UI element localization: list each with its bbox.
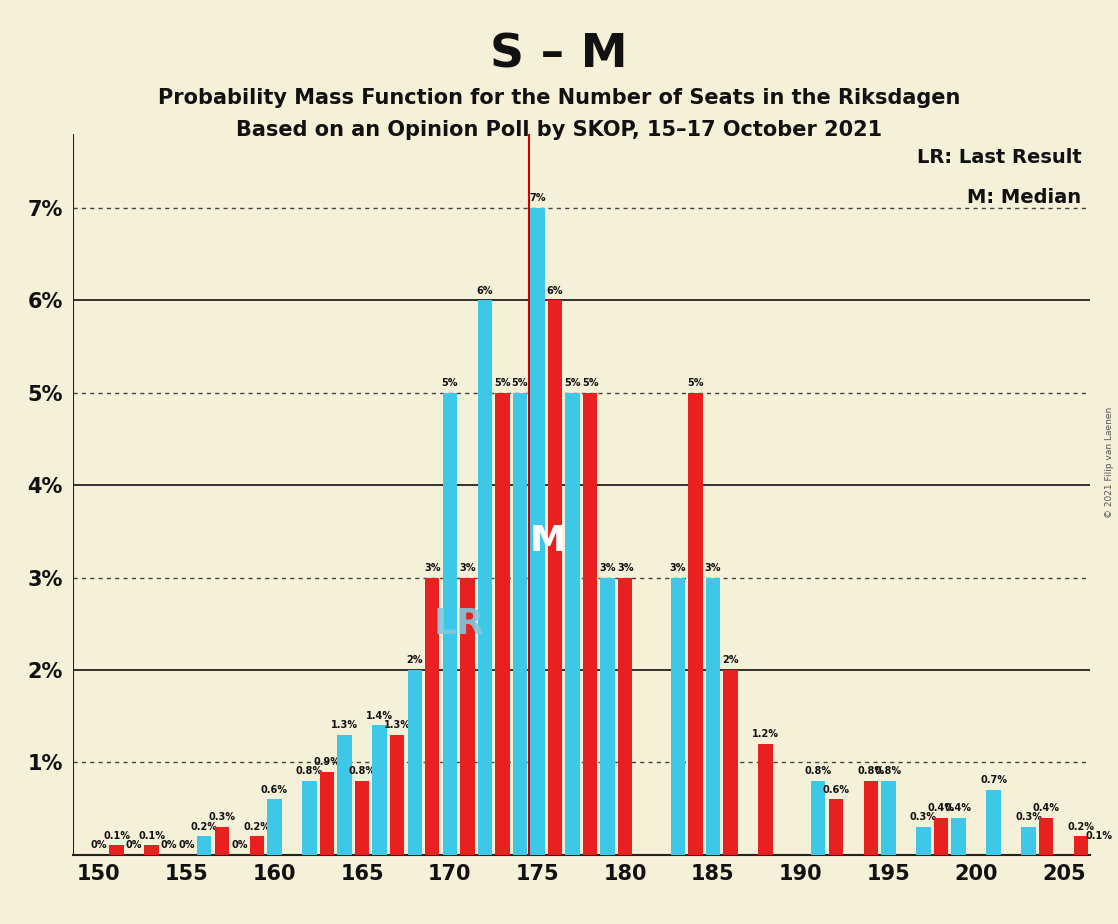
Bar — [1091, 845, 1106, 855]
Text: 0.2%: 0.2% — [1068, 821, 1095, 832]
Bar — [530, 208, 544, 855]
Text: 3%: 3% — [670, 563, 686, 573]
Bar — [582, 393, 597, 855]
Bar — [372, 725, 387, 855]
Text: 0%: 0% — [126, 840, 142, 850]
Bar — [390, 735, 405, 855]
Bar — [408, 670, 421, 855]
Text: 2%: 2% — [722, 655, 739, 665]
Text: 3%: 3% — [704, 563, 721, 573]
Bar — [144, 845, 159, 855]
Bar — [689, 393, 702, 855]
Text: 0.3%: 0.3% — [208, 812, 235, 822]
Text: 6%: 6% — [476, 286, 493, 296]
Text: 0.3%: 0.3% — [910, 812, 937, 822]
Text: 5%: 5% — [442, 378, 458, 388]
Text: 1.4%: 1.4% — [366, 711, 394, 721]
Bar — [986, 790, 1001, 855]
Bar — [197, 836, 211, 855]
Bar — [461, 578, 474, 855]
Text: 0.9%: 0.9% — [313, 757, 341, 767]
Text: Probability Mass Function for the Number of Seats in the Riksdagen: Probability Mass Function for the Number… — [158, 88, 960, 108]
Text: 3%: 3% — [599, 563, 616, 573]
Bar — [671, 578, 685, 855]
Text: 0.4%: 0.4% — [928, 803, 955, 813]
Bar — [951, 818, 966, 855]
Text: 1.3%: 1.3% — [383, 720, 410, 730]
Bar — [723, 670, 738, 855]
Text: M: Median: M: Median — [967, 188, 1081, 207]
Text: 0.6%: 0.6% — [822, 784, 850, 795]
Bar — [811, 781, 825, 855]
Bar — [566, 393, 580, 855]
Text: 3%: 3% — [617, 563, 634, 573]
Text: 2%: 2% — [407, 655, 423, 665]
Bar — [110, 845, 124, 855]
Text: 0.7%: 0.7% — [980, 775, 1007, 785]
Text: 5%: 5% — [565, 378, 581, 388]
Text: 0%: 0% — [91, 840, 107, 850]
Text: 0.8%: 0.8% — [874, 766, 902, 776]
Bar — [443, 393, 457, 855]
Text: 0.2%: 0.2% — [244, 821, 271, 832]
Bar — [548, 300, 562, 855]
Text: 5%: 5% — [581, 378, 598, 388]
Text: 0.2%: 0.2% — [191, 821, 218, 832]
Text: 0.1%: 0.1% — [1086, 831, 1112, 841]
Bar — [338, 735, 352, 855]
Text: 0%: 0% — [179, 840, 195, 850]
Bar — [1039, 818, 1053, 855]
Text: 0.6%: 0.6% — [260, 784, 288, 795]
Text: 5%: 5% — [688, 378, 703, 388]
Bar — [881, 781, 896, 855]
Bar — [1074, 836, 1089, 855]
Bar — [425, 578, 439, 855]
Text: 0.8%: 0.8% — [805, 766, 832, 776]
Text: Based on an Opinion Poll by SKOP, 15–17 October 2021: Based on an Opinion Poll by SKOP, 15–17 … — [236, 120, 882, 140]
Bar — [302, 781, 316, 855]
Bar — [513, 393, 528, 855]
Bar — [1022, 827, 1036, 855]
Bar — [249, 836, 264, 855]
Text: 1.2%: 1.2% — [752, 729, 779, 739]
Text: M: M — [530, 524, 566, 557]
Bar — [934, 818, 948, 855]
Text: 0.1%: 0.1% — [103, 831, 130, 841]
Bar — [215, 827, 229, 855]
Text: 0.3%: 0.3% — [1015, 812, 1042, 822]
Text: 6%: 6% — [547, 286, 563, 296]
Text: 0.8%: 0.8% — [858, 766, 884, 776]
Text: 3%: 3% — [459, 563, 475, 573]
Bar — [917, 827, 930, 855]
Bar — [758, 744, 773, 855]
Bar — [618, 578, 633, 855]
Text: 0%: 0% — [161, 840, 178, 850]
Bar — [477, 300, 492, 855]
Text: 7%: 7% — [529, 193, 546, 203]
Bar — [828, 799, 843, 855]
Text: 1.3%: 1.3% — [331, 720, 358, 730]
Text: 3%: 3% — [424, 563, 440, 573]
Bar — [320, 772, 334, 855]
Text: 0.8%: 0.8% — [296, 766, 323, 776]
Text: 0.1%: 0.1% — [139, 831, 165, 841]
Text: © 2021 Filip van Laenen: © 2021 Filip van Laenen — [1105, 407, 1114, 517]
Bar — [600, 578, 615, 855]
Bar — [267, 799, 282, 855]
Text: S – M: S – M — [490, 32, 628, 78]
Bar — [705, 578, 720, 855]
Bar — [495, 393, 510, 855]
Text: 0.8%: 0.8% — [349, 766, 376, 776]
Text: 5%: 5% — [494, 378, 511, 388]
Text: 5%: 5% — [512, 378, 528, 388]
Text: 0.4%: 0.4% — [1033, 803, 1060, 813]
Text: LR: LR — [433, 607, 484, 640]
Text: 0%: 0% — [231, 840, 247, 850]
Text: LR: Last Result: LR: Last Result — [917, 148, 1081, 167]
Text: 0.4%: 0.4% — [945, 803, 972, 813]
Bar — [863, 781, 878, 855]
Bar — [354, 781, 369, 855]
